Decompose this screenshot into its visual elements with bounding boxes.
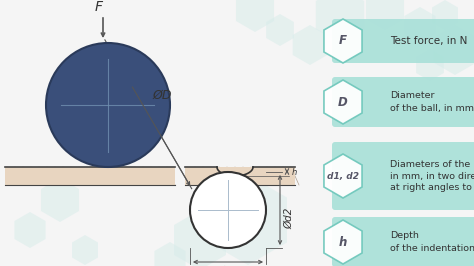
Text: at right angles to each other: at right angles to each other xyxy=(390,184,474,193)
FancyBboxPatch shape xyxy=(332,217,474,266)
Text: in mm, in two directions: in mm, in two directions xyxy=(390,172,474,181)
Polygon shape xyxy=(366,0,404,30)
Polygon shape xyxy=(324,19,362,63)
Bar xyxy=(185,167,295,185)
Text: F: F xyxy=(95,0,103,14)
Polygon shape xyxy=(223,195,257,235)
Polygon shape xyxy=(316,0,364,43)
Circle shape xyxy=(46,43,170,167)
Polygon shape xyxy=(324,220,362,264)
FancyBboxPatch shape xyxy=(332,142,474,210)
Polygon shape xyxy=(72,235,98,265)
Text: h: h xyxy=(292,168,297,177)
Text: d1, d2: d1, d2 xyxy=(327,172,359,181)
Text: D: D xyxy=(338,95,348,109)
Polygon shape xyxy=(292,25,328,65)
Text: Test force, in N: Test force, in N xyxy=(390,36,467,46)
Text: Diameters of the indentation,: Diameters of the indentation, xyxy=(390,160,474,168)
Text: ØD: ØD xyxy=(153,89,172,102)
Polygon shape xyxy=(41,178,79,222)
Polygon shape xyxy=(266,14,294,46)
Circle shape xyxy=(190,172,266,248)
Text: F: F xyxy=(339,35,347,48)
Polygon shape xyxy=(416,49,444,81)
Polygon shape xyxy=(432,0,458,30)
Bar xyxy=(5,167,175,185)
Polygon shape xyxy=(155,242,186,266)
Text: of the ball, in mm: of the ball, in mm xyxy=(390,103,474,113)
Text: of the indentation, in mm: of the indentation, in mm xyxy=(390,243,474,252)
Polygon shape xyxy=(236,0,274,32)
Text: Diameter: Diameter xyxy=(390,92,435,101)
Polygon shape xyxy=(209,175,287,265)
FancyBboxPatch shape xyxy=(332,19,474,63)
Polygon shape xyxy=(174,210,226,266)
Text: h: h xyxy=(339,235,347,248)
Polygon shape xyxy=(404,7,436,43)
Polygon shape xyxy=(14,212,46,248)
Polygon shape xyxy=(324,154,362,198)
FancyBboxPatch shape xyxy=(332,77,474,127)
Polygon shape xyxy=(324,80,362,124)
Text: Depth: Depth xyxy=(390,231,419,240)
Polygon shape xyxy=(433,25,474,75)
Text: Ød2: Ød2 xyxy=(284,207,294,229)
